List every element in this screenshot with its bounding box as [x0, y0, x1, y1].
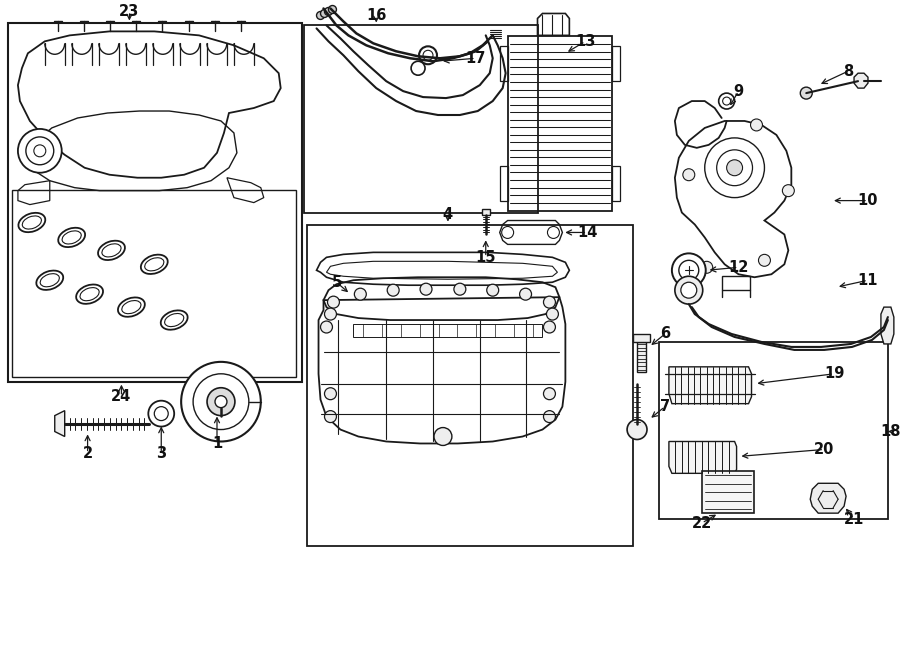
Polygon shape [55, 410, 65, 436]
Text: 6: 6 [660, 326, 670, 342]
Circle shape [325, 7, 332, 15]
Bar [500, 166, 508, 201]
Circle shape [800, 87, 812, 99]
Circle shape [680, 282, 697, 298]
Circle shape [679, 260, 698, 280]
Circle shape [18, 129, 62, 173]
Circle shape [328, 5, 337, 13]
Bar [722, 276, 750, 290]
Circle shape [723, 97, 731, 105]
Circle shape [544, 410, 555, 422]
Text: 7: 7 [660, 399, 670, 414]
Polygon shape [669, 367, 752, 404]
Text: 14: 14 [577, 225, 598, 240]
Text: 17: 17 [465, 51, 486, 66]
Polygon shape [669, 442, 736, 473]
Text: 2: 2 [83, 446, 93, 461]
Circle shape [675, 276, 703, 304]
Circle shape [207, 388, 235, 416]
Text: 4: 4 [443, 207, 453, 222]
Bar [8, 23, 302, 382]
Circle shape [487, 284, 499, 296]
Circle shape [726, 160, 742, 175]
Circle shape [328, 296, 339, 308]
Circle shape [423, 50, 433, 60]
Polygon shape [854, 73, 868, 88]
Circle shape [519, 288, 532, 300]
Circle shape [782, 185, 795, 197]
Text: 24: 24 [112, 389, 131, 404]
Text: 10: 10 [858, 193, 878, 208]
Bar [633, 334, 650, 342]
Bar [307, 226, 633, 546]
Circle shape [148, 401, 175, 426]
Text: 15: 15 [475, 250, 496, 265]
Circle shape [705, 138, 764, 198]
Text: 5: 5 [331, 275, 342, 290]
Circle shape [701, 261, 713, 273]
Circle shape [719, 93, 734, 109]
Text: 3: 3 [157, 446, 166, 461]
Circle shape [546, 308, 558, 320]
Text: 9: 9 [734, 83, 743, 99]
Text: 1: 1 [212, 436, 222, 451]
Circle shape [672, 254, 706, 287]
Polygon shape [881, 307, 894, 344]
Text: 20: 20 [814, 442, 834, 457]
Circle shape [716, 150, 752, 185]
Text: 13: 13 [575, 34, 596, 49]
Circle shape [215, 396, 227, 408]
Circle shape [544, 388, 555, 400]
Circle shape [501, 226, 514, 238]
Bar [702, 471, 753, 513]
Circle shape [419, 46, 437, 64]
Circle shape [751, 119, 762, 131]
Circle shape [387, 284, 400, 296]
Circle shape [34, 145, 46, 157]
Circle shape [317, 11, 325, 19]
Text: 18: 18 [880, 424, 900, 439]
Circle shape [320, 321, 332, 333]
Circle shape [320, 9, 328, 17]
Circle shape [759, 254, 770, 266]
Text: 12: 12 [728, 260, 749, 275]
Circle shape [325, 410, 337, 422]
Circle shape [454, 283, 466, 295]
Bar [508, 36, 612, 211]
Text: 21: 21 [844, 512, 864, 527]
Bar [659, 342, 888, 519]
Circle shape [683, 169, 695, 181]
Circle shape [154, 406, 168, 420]
Circle shape [26, 137, 54, 165]
Circle shape [434, 428, 452, 446]
Bar [612, 166, 620, 201]
Bar [12, 189, 295, 377]
Text: 23: 23 [120, 4, 140, 19]
Circle shape [411, 62, 425, 75]
Circle shape [627, 420, 647, 440]
Bar [612, 46, 620, 81]
Circle shape [325, 388, 337, 400]
Text: 11: 11 [858, 273, 878, 288]
Circle shape [544, 321, 555, 333]
Polygon shape [810, 483, 846, 513]
Bar [637, 342, 646, 372]
Text: 16: 16 [366, 8, 386, 23]
Text: 22: 22 [691, 516, 712, 531]
Circle shape [194, 374, 248, 430]
Circle shape [420, 283, 432, 295]
Text: 19: 19 [824, 366, 844, 381]
Text: 8: 8 [843, 64, 853, 79]
Circle shape [544, 296, 555, 308]
Circle shape [547, 226, 560, 238]
Circle shape [325, 308, 337, 320]
Bar [500, 46, 508, 81]
Circle shape [355, 288, 366, 300]
Circle shape [181, 362, 261, 442]
Polygon shape [482, 209, 490, 214]
Bar [303, 25, 537, 213]
